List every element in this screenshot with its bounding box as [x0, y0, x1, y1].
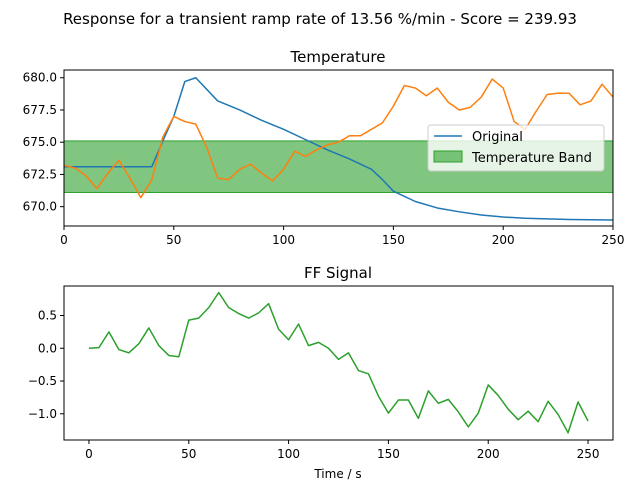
temperature-axes-frame — [63, 69, 614, 227]
ff-signal-xtick-label: 200 — [477, 447, 500, 461]
ff-signal-ytick-label: −0.5 — [28, 374, 57, 388]
ff-signal-ytick-label: 0.5 — [38, 308, 57, 322]
figure-title: Response for a transient ramp rate of 13… — [63, 10, 577, 28]
ff-signal-xtick-label: 250 — [577, 447, 600, 461]
temperature-xtick-label: 250 — [602, 233, 625, 247]
ff-signal-xtick-label: 50 — [181, 447, 196, 461]
ff-signal-title: FF Signal — [304, 264, 372, 282]
temperature-xtick-label: 50 — [166, 233, 181, 247]
ff-signal-series-line — [88, 291, 589, 434]
ff-signal-ticks: 0 50 100 150 200 250 −1.0 −0.5 0.0 0.5 — [28, 308, 600, 461]
original-series-line — [64, 76, 614, 221]
temperature-xtick-label: 150 — [382, 233, 405, 247]
ff-signal-xlabel: Time / s — [313, 467, 361, 480]
temperature-ticks: 0 50 100 150 200 250 670.0 672.5 675.0 677.5 680.0 — [23, 71, 625, 247]
legend-original-label: Original — [472, 130, 523, 145]
temperature-ytick-label: 672.5 — [23, 167, 57, 181]
legend-band-swatch — [433, 150, 463, 163]
temperature-title: Temperature — [289, 48, 385, 66]
ff-signal-axes: FF Signal 0 50 100 150 200 250−1.0−0.50.00.5 … — [28, 264, 614, 480]
ff-signal-lines — [88, 291, 589, 434]
temperature-ytick-label: 675.0 — [23, 135, 57, 149]
temperature-ytick-label: 680.0 — [23, 71, 57, 85]
temperature-ytick-label: 670.0 — [23, 200, 57, 214]
legend-band-label: Temperature Band — [471, 151, 592, 166]
temperature-axes: Temperature 0 50 100 150 200 250 670.0 672.5 675… — [23, 48, 625, 247]
temperature-xtick-label: 100 — [272, 233, 295, 247]
temperature-xtick-label: 200 — [492, 233, 515, 247]
temperature-ytick-label: 677.5 — [23, 103, 57, 117]
ff-signal-ytick-label: 0.0 — [38, 341, 57, 355]
ff-signal-axes-frame — [63, 285, 614, 441]
temperature-legend: Original Temperature Band — [427, 124, 605, 172]
ff-signal-xtick-label: 150 — [377, 447, 400, 461]
ff-signal-xtick-label: 0 — [85, 447, 93, 461]
ff-signal-xtick-label: 100 — [277, 447, 300, 461]
ff-signal-ytick-label: −1.0 — [28, 407, 57, 421]
legend-frame — [427, 124, 605, 172]
temperature-xtick-label: 0 — [60, 233, 68, 247]
